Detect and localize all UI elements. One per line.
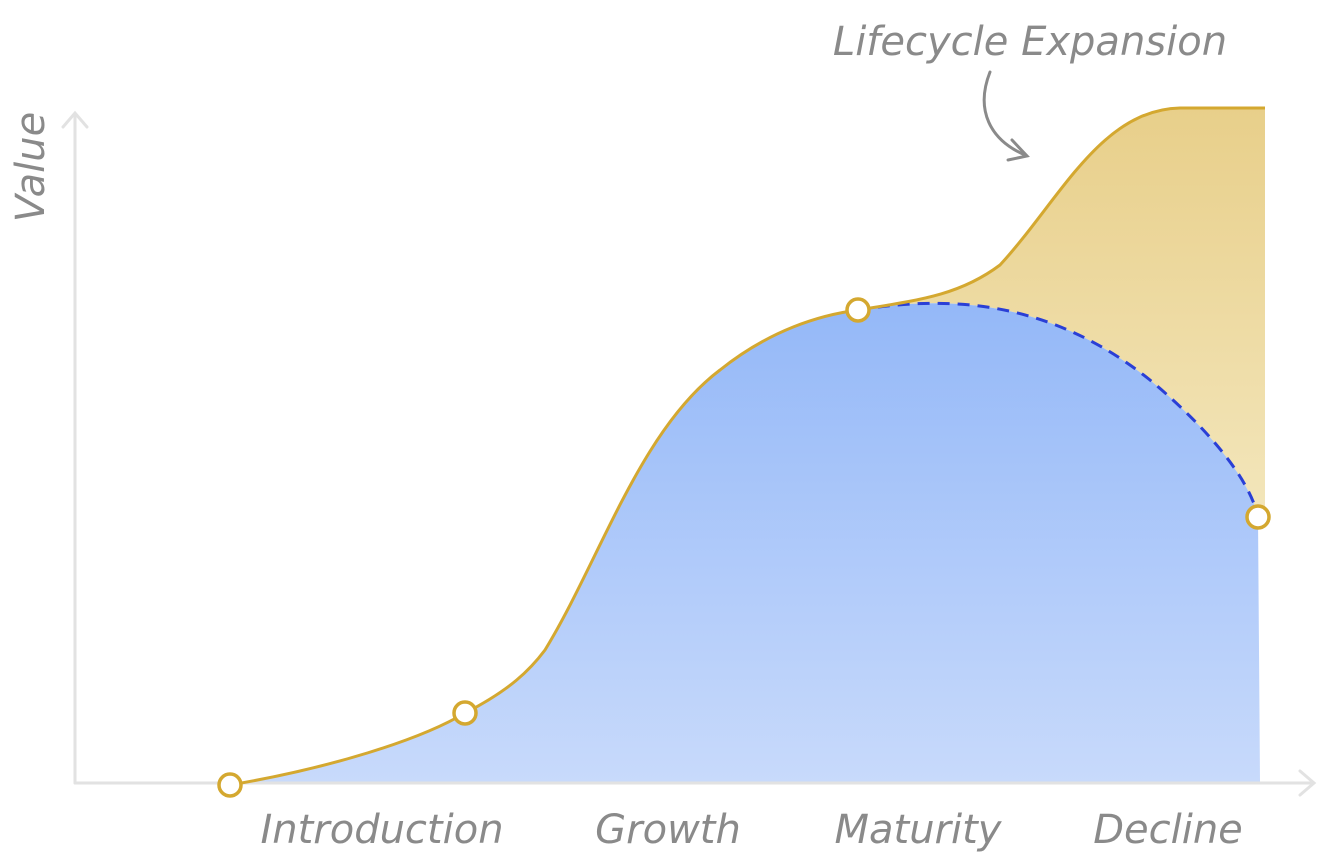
- annotation: Lifecycle Expansion: [833, 19, 1227, 65]
- annotation-arrow: [982, 70, 1030, 162]
- y-axis-label: Value: [8, 112, 54, 222]
- decline-curve: [857, 301, 1260, 518]
- stage-label: Introduction: [260, 807, 503, 853]
- stage-label: Maturity: [835, 807, 1003, 853]
- lifecycle-area: [230, 303, 1260, 785]
- expansion-area: [858, 108, 1265, 517]
- stage-points: [217, 297, 1271, 798]
- axes: [61, 110, 1317, 797]
- stage-label: Decline: [1093, 807, 1243, 853]
- stage-label: Growth: [595, 807, 741, 853]
